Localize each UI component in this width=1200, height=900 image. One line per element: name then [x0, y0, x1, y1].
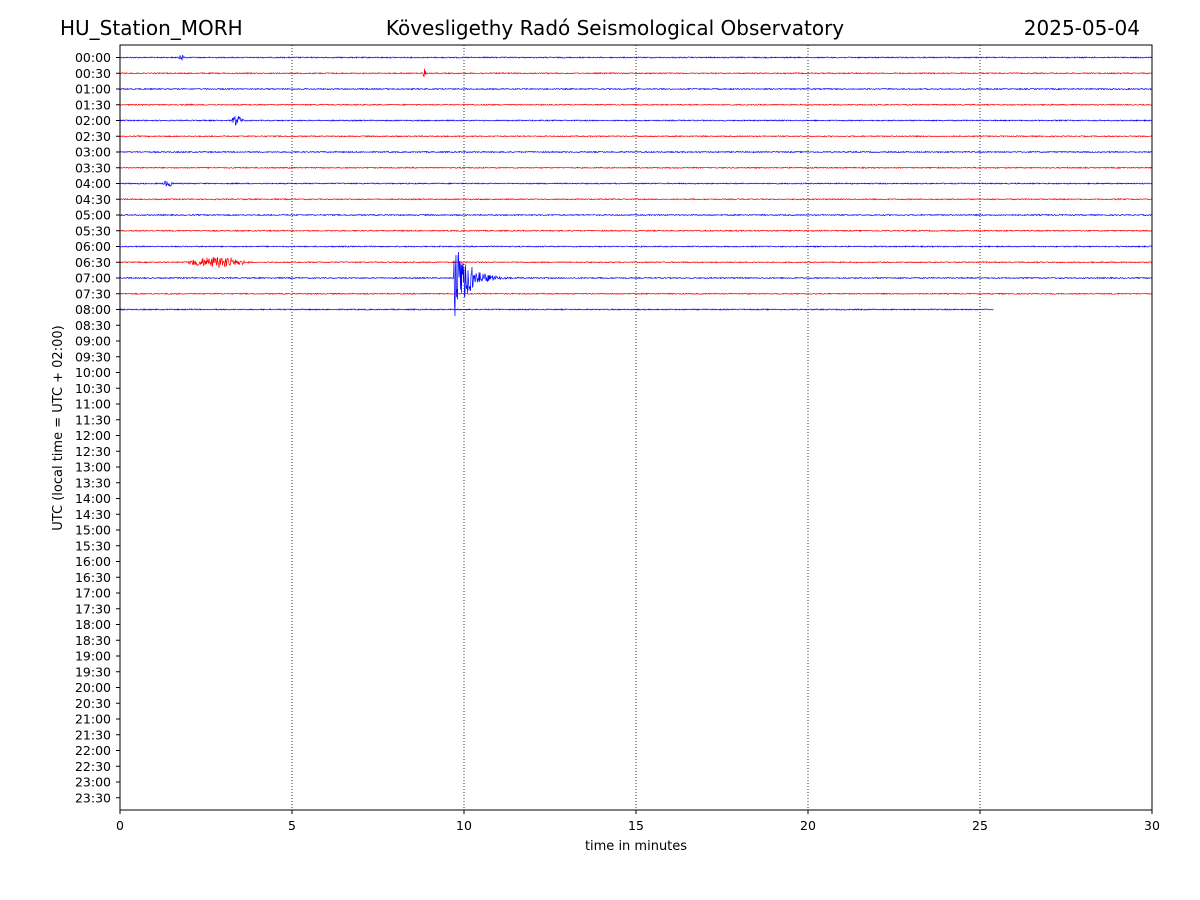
gridlines	[291, 45, 981, 810]
y-tick-label: 15:00	[75, 523, 111, 538]
trace-0330	[119, 166, 1153, 170]
trace-0500	[119, 213, 1153, 217]
x-tick-label: 5	[288, 818, 296, 833]
y-tick-label: 20:00	[75, 680, 111, 695]
plot-date: 2025-05-04	[1023, 16, 1140, 40]
y-tick-label: 19:00	[75, 649, 111, 664]
y-tick-label: 22:30	[75, 759, 111, 774]
y-tick-label: 11:00	[75, 397, 111, 412]
y-tick-label: 00:00	[75, 50, 111, 65]
trace-0300	[119, 150, 1153, 154]
trace-0730	[119, 292, 1153, 296]
y-tick-label: 17:00	[75, 586, 111, 601]
y-tick-label: 17:30	[75, 601, 111, 616]
x-tick-label: 15	[628, 818, 644, 833]
station-name: HU_Station_MORH	[60, 16, 243, 40]
x-tick-label: 25	[972, 818, 988, 833]
y-tick-label: 04:00	[75, 176, 111, 191]
y-tick-label: 08:00	[75, 302, 111, 317]
y-tick-label: 03:00	[75, 145, 111, 160]
y-tick-label: 13:00	[75, 460, 111, 475]
trace-0230	[119, 134, 1153, 138]
y-tick-label: 12:00	[75, 428, 111, 443]
trace-0130	[119, 103, 1153, 107]
y-tick-label: 15:30	[75, 538, 111, 553]
y-tick-label: 16:30	[75, 570, 111, 585]
trace-0100	[119, 87, 1153, 91]
x-tick-label: 20	[800, 818, 816, 833]
trace-0700	[119, 252, 1153, 317]
trace-0530	[119, 229, 1153, 233]
y-tick-label: 07:30	[75, 286, 111, 301]
y-tick-label: 16:00	[75, 554, 111, 569]
y-tick-label: 18:00	[75, 617, 111, 632]
x-axis-label: time in minutes	[585, 839, 687, 854]
trace-0600	[119, 245, 1153, 248]
y-tick-label: 23:30	[75, 790, 111, 805]
y-tick-label: 09:00	[75, 334, 111, 349]
x-tick-label: 0	[116, 818, 124, 833]
y-tick-label: 22:00	[75, 743, 111, 758]
y-tick-label: 14:30	[75, 507, 111, 522]
y-tick-label: 02:00	[75, 113, 111, 128]
y-axis-ticks: 00:0000:3001:0001:3002:0002:3003:0003:30…	[75, 50, 120, 805]
x-tick-label: 10	[456, 818, 472, 833]
y-tick-label: 23:00	[75, 775, 111, 790]
y-tick-label: 05:30	[75, 223, 111, 238]
trace-0400	[119, 180, 1153, 187]
y-tick-label: 06:30	[75, 255, 111, 270]
y-tick-label: 11:30	[75, 412, 111, 427]
y-tick-label: 21:00	[75, 712, 111, 727]
y-tick-label: 10:30	[75, 381, 111, 396]
y-tick-label: 01:30	[75, 97, 111, 112]
y-tick-label: 18:30	[75, 633, 111, 648]
y-tick-label: 12:30	[75, 444, 111, 459]
trace-0030	[119, 68, 1153, 78]
y-tick-label: 13:30	[75, 475, 111, 490]
y-tick-label: 03:30	[75, 160, 111, 175]
y-tick-label: 05:00	[75, 208, 111, 223]
trace-0000	[119, 54, 1153, 61]
y-tick-label: 07:00	[75, 271, 111, 286]
y-tick-label: 00:30	[75, 66, 111, 81]
y-tick-label: 04:30	[75, 192, 111, 207]
trace-0630	[119, 256, 1153, 269]
y-tick-label: 10:00	[75, 365, 111, 380]
trace-0800	[119, 308, 994, 311]
seismic-traces	[119, 54, 1153, 317]
y-tick-label: 09:30	[75, 349, 111, 364]
trace-0430	[119, 197, 1153, 201]
y-tick-label: 01:00	[75, 82, 111, 97]
x-axis-ticks: 0 5 10 15 20 25 30	[116, 810, 1160, 833]
y-tick-label: 20:30	[75, 696, 111, 711]
y-tick-label: 02:30	[75, 129, 111, 144]
x-tick-label: 30	[1144, 818, 1160, 833]
y-tick-label: 08:30	[75, 318, 111, 333]
y-tick-label: 14:00	[75, 491, 111, 506]
page-title: Kövesligethy Radó Seismological Observat…	[385, 16, 845, 40]
trace-0200	[119, 115, 1153, 126]
y-tick-label: 21:30	[75, 727, 111, 742]
y-tick-label: 06:00	[75, 239, 111, 254]
y-tick-label: 19:30	[75, 664, 111, 679]
y-axis-label: UTC (local time = UTC + 02:00)	[51, 325, 66, 530]
